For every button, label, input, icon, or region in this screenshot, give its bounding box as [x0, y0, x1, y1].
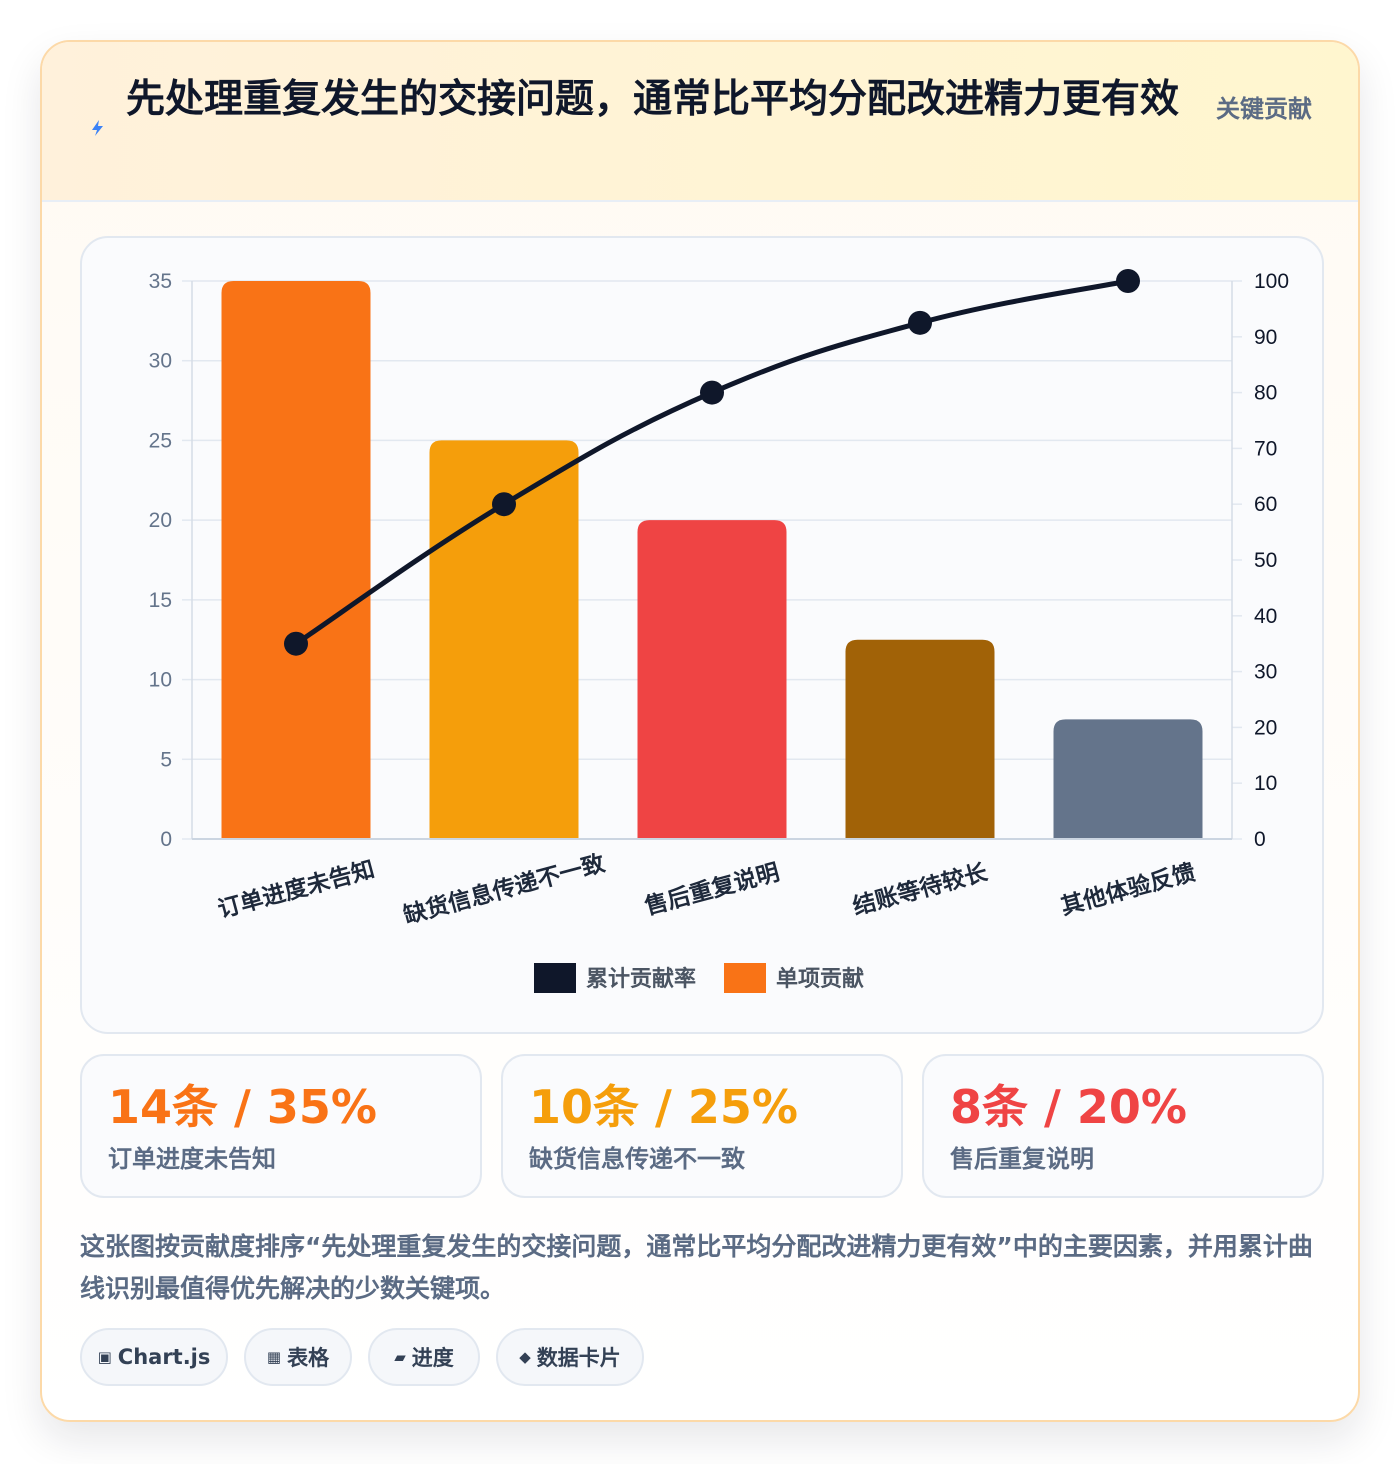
- x-axis-category-label: 订单进度未告知: [215, 856, 378, 924]
- pareto-chart: 0 5 10 15 20 25 30 35 0 10 20 30 40 50 60 70 80 90 100 订单进度…: [149, 269, 1289, 993]
- right-axis-tick-label: 40: [1254, 605, 1277, 628]
- x-axis-category-label: 结账等待较长: [850, 858, 991, 920]
- x-axis-category-label: 缺货信息传递不一致: [401, 849, 609, 929]
- progress-icon: ▰: [394, 1348, 406, 1366]
- tag-label: Chart.js: [117, 1345, 211, 1369]
- chart-panel: 0 5 10 15 20 25 30 35 0 10 20 30 40 50 60 70 80 90 100 订单进度…: [80, 236, 1324, 1034]
- stat-value: 14条 / 35%: [108, 1080, 377, 1134]
- tag-label: 进度: [411, 1346, 454, 1370]
- diamond-icon: ◆: [519, 1348, 531, 1366]
- tag-label: 数据卡片: [536, 1346, 621, 1370]
- stat-card-1: 14条 / 35% 订单进度未告知: [80, 1054, 482, 1198]
- chart-icon: ▣: [97, 1348, 112, 1366]
- stat-label: 订单进度未告知: [108, 1145, 276, 1173]
- cumulative-point-5: [1116, 269, 1140, 293]
- cumulative-point-1: [284, 631, 308, 656]
- header-badge: 关键贡献: [1216, 95, 1312, 123]
- bar-1: [221, 281, 371, 839]
- left-axis-tick-label: 0: [160, 828, 172, 851]
- left-axis-tick-label: 30: [149, 350, 172, 373]
- tag-table[interactable]: ▦ 表格: [244, 1328, 352, 1386]
- left-axis-tick-label: 15: [149, 589, 172, 612]
- tag-chartjs[interactable]: ▣ Chart.js: [80, 1328, 228, 1386]
- cumulative-point-2: [492, 492, 516, 517]
- report-card: 先处理重复发生的交接问题，通常比平均分配改进精力更有效 关键贡献 0 5 10 15 2…: [40, 40, 1360, 1422]
- bar-4: [845, 639, 995, 839]
- right-axis-tick-label: 70: [1254, 437, 1277, 460]
- bar-5: [1053, 719, 1203, 839]
- left-axis-tick-label: 35: [149, 270, 172, 293]
- left-axis-tick-label: 25: [149, 429, 172, 452]
- page-title: 先处理重复发生的交接问题，通常比平均分配改进精力更有效: [126, 77, 1180, 122]
- x-axis-category-label: 售后重复说明: [642, 859, 782, 921]
- cumulative-point-4: [908, 310, 932, 335]
- right-axis-tick-label: 90: [1254, 326, 1277, 349]
- lightning-icon: [92, 120, 103, 136]
- left-axis-tick-label: 10: [149, 669, 172, 692]
- bar-2: [429, 440, 579, 839]
- legend-label-1: 累计贡献率: [586, 966, 696, 992]
- stat-card-3: 8条 / 20% 售后重复说明: [922, 1054, 1324, 1198]
- stat-card-2: 10条 / 25% 缺货信息传递不一致: [501, 1054, 903, 1198]
- card-header: 先处理重复发生的交接问题，通常比平均分配改进精力更有效 关键贡献: [42, 42, 1358, 202]
- bar-3: [637, 520, 787, 839]
- tag-data-card[interactable]: ◆ 数据卡片: [496, 1328, 644, 1386]
- left-axis-tick-label: 20: [149, 509, 172, 532]
- stat-label: 缺货信息传递不一致: [529, 1145, 745, 1173]
- right-axis-tick-label: 60: [1254, 493, 1277, 516]
- legend-label-2: 单项贡献: [776, 966, 864, 992]
- right-axis-tick-label: 80: [1254, 382, 1277, 405]
- right-axis-tick-label: 100: [1254, 270, 1289, 293]
- right-axis-tick-label: 30: [1254, 661, 1277, 684]
- legend-swatch-2: [724, 963, 766, 993]
- stat-value: 8条 / 20%: [950, 1080, 1187, 1134]
- legend-swatch-1: [534, 963, 576, 993]
- right-axis-tick-label: 0: [1254, 828, 1266, 851]
- chart-description: 这张图按贡献度排序“先处理重复发生的交接问题，通常比平均分配改进精力更有效”中的…: [80, 1232, 1313, 1303]
- tag-progress[interactable]: ▰ 进度: [368, 1328, 480, 1386]
- right-axis-tick-label: 10: [1254, 772, 1277, 795]
- left-axis-tick-label: 5: [160, 748, 172, 771]
- tag-label: 表格: [287, 1346, 330, 1370]
- x-axis-category-label: 其他体验反馈: [1058, 859, 1198, 921]
- right-axis-tick-label: 50: [1254, 549, 1277, 572]
- stat-label: 售后重复说明: [950, 1145, 1094, 1173]
- table-icon: ▦: [266, 1348, 282, 1366]
- right-axis-tick-label: 20: [1254, 716, 1277, 739]
- cumulative-point-3: [700, 380, 724, 405]
- stat-value: 10条 / 25%: [529, 1080, 798, 1134]
